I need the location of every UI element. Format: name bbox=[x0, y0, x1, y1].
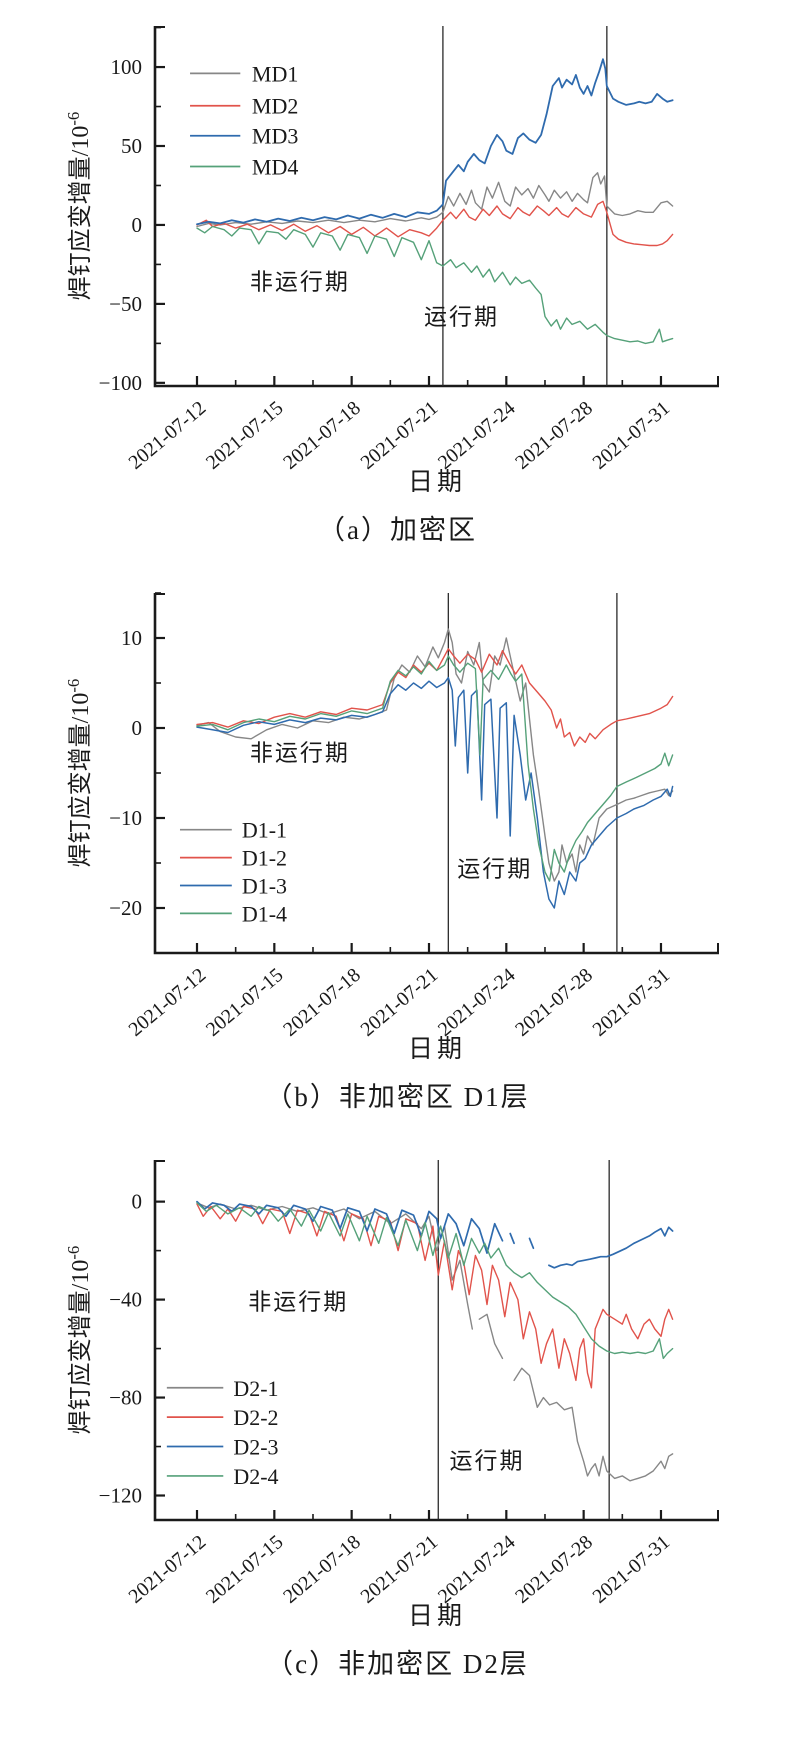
annotation-非运行期: 非运行期 bbox=[250, 740, 350, 765]
x-axis-title: 日期 bbox=[408, 1036, 466, 1063]
annotation-运行期: 运行期 bbox=[424, 304, 499, 329]
x-tick-label: 2021-07-31 bbox=[589, 1531, 675, 1608]
legend-label-MD4: MD4 bbox=[252, 155, 298, 180]
x-tick-label: 2021-07-15 bbox=[202, 964, 288, 1041]
series-MD3 bbox=[196, 58, 674, 226]
axes-spines bbox=[153, 1160, 719, 1522]
series-D2-1 bbox=[513, 1367, 674, 1482]
series-D1-2 bbox=[196, 648, 674, 747]
axes-spines bbox=[153, 593, 719, 955]
y-tick-label: 0 bbox=[132, 716, 143, 740]
y-axis-title: 焊钉应变增量/10-6 bbox=[64, 1246, 94, 1435]
y-tick-label: −100 bbox=[99, 371, 142, 395]
x-tick-label: 2021-07-21 bbox=[357, 1531, 443, 1608]
legend-label-D2-1: D2-1 bbox=[233, 1376, 278, 1401]
x-tick-label: 2021-07-28 bbox=[511, 1531, 597, 1608]
x-tick-label: 2021-07-15 bbox=[202, 1531, 288, 1608]
annotation-运行期: 运行期 bbox=[457, 857, 532, 882]
x-tick-label: 2021-07-24 bbox=[434, 397, 520, 474]
series-D2-3 bbox=[196, 1200, 504, 1254]
legend-label-D1-3: D1-3 bbox=[242, 874, 287, 899]
x-tick-label: 2021-07-15 bbox=[202, 397, 288, 474]
caption-b: （b）非加密区 D1层 bbox=[265, 1082, 530, 1112]
chart-c-svg: 0 −40 −80 −120 2021-07-122021-07-152021-07-1… bbox=[64, 1160, 719, 1630]
y-tick-label: −10 bbox=[109, 806, 142, 830]
x-tick-label: 2021-07-24 bbox=[434, 964, 520, 1041]
y-tick-label: 0 bbox=[132, 1190, 143, 1214]
panel-a: 100 50 0 −50 −100 2021-07-12 2021-07-15 2021-07… bbox=[0, 6, 795, 547]
y-tick-label: 100 bbox=[111, 55, 143, 79]
legend-label-MD1: MD1 bbox=[252, 61, 298, 86]
y-tick-label: 50 bbox=[121, 134, 142, 158]
legend-label-D2-3: D2-3 bbox=[233, 1435, 278, 1460]
series-D2-1 bbox=[478, 1313, 504, 1360]
legend-label-D1-1: D1-1 bbox=[242, 818, 287, 843]
x-tick-label: 2021-07-18 bbox=[279, 397, 365, 474]
axes-spines bbox=[153, 26, 719, 388]
legend-label-D2-4: D2-4 bbox=[233, 1464, 278, 1489]
caption-a: （a）加密区 bbox=[318, 515, 477, 545]
legend-label-D2-2: D2-2 bbox=[233, 1405, 278, 1430]
series-D2-4 bbox=[196, 1202, 674, 1360]
y-tick-label: −120 bbox=[99, 1484, 142, 1508]
x-tick-label: 2021-07-28 bbox=[511, 397, 597, 474]
annotation-运行期: 运行期 bbox=[449, 1449, 524, 1474]
x-tick-label: 2021-07-21 bbox=[357, 964, 443, 1041]
panel-c: 0 −40 −80 −120 2021-07-12 2021-07-15 2021-07-1… bbox=[0, 1140, 795, 1681]
chart-b-svg: 100−10−202021-07-122021-07-152021-07-182… bbox=[64, 592, 719, 1063]
series-D2-3 bbox=[509, 1232, 515, 1245]
x-tick-label: 2021-07-12 bbox=[125, 964, 211, 1041]
annotation-非运行期: 非运行期 bbox=[250, 270, 350, 295]
chart-a-svg: 100500−50−1002021-07-122021-07-152021-07… bbox=[64, 26, 719, 496]
series-D1-3 bbox=[196, 676, 674, 909]
series-D2-3 bbox=[548, 1226, 674, 1269]
y-tick-label: 10 bbox=[121, 626, 142, 650]
series-MD4 bbox=[196, 225, 674, 345]
y-axis-title: 焊钉应变增量/10-6 bbox=[64, 679, 94, 868]
series-D1-1 bbox=[196, 628, 674, 882]
x-tick-label: 2021-07-24 bbox=[434, 1531, 520, 1608]
legend-label-D1-4: D1-4 bbox=[242, 901, 287, 926]
series-D1-4 bbox=[196, 655, 674, 882]
legend-label-D1-2: D1-2 bbox=[242, 846, 287, 871]
y-tick-label: −20 bbox=[109, 896, 142, 920]
y-tick-label: −80 bbox=[109, 1386, 142, 1410]
y-tick-label: 0 bbox=[132, 213, 143, 237]
annotation-非运行期: 非运行期 bbox=[248, 1289, 348, 1314]
legend-label-MD3: MD3 bbox=[252, 124, 298, 149]
x-tick-label: 2021-07-31 bbox=[589, 964, 675, 1041]
panel-b: 10 0 −10 −20 2021-07-12 2021-07-15 2021-07-18 2… bbox=[0, 573, 795, 1114]
x-tick-label: 2021-07-12 bbox=[125, 397, 211, 474]
figure-page: 100 50 0 −50 −100 2021-07-12 2021-07-15 2021-07… bbox=[0, 6, 795, 1681]
caption-c: （c）非加密区 D2层 bbox=[266, 1649, 529, 1679]
x-tick-label: 2021-07-18 bbox=[279, 964, 365, 1041]
x-tick-label: 2021-07-31 bbox=[589, 397, 675, 474]
y-axis-title: 焊钉应变增量/10-6 bbox=[64, 112, 94, 301]
series-D2-2 bbox=[196, 1203, 674, 1389]
x-tick-label: 2021-07-21 bbox=[357, 397, 443, 474]
y-tick-label: −50 bbox=[109, 292, 142, 316]
y-tick-label: −40 bbox=[109, 1288, 142, 1312]
x-axis-title: 日期 bbox=[408, 469, 466, 496]
series-D2-3 bbox=[528, 1237, 535, 1250]
series-MD1 bbox=[196, 172, 674, 228]
x-tick-label: 2021-07-12 bbox=[125, 1531, 211, 1608]
x-tick-label: 2021-07-18 bbox=[279, 1531, 365, 1608]
legend-label-MD2: MD2 bbox=[252, 94, 298, 119]
x-axis-title: 日期 bbox=[408, 1603, 466, 1630]
x-tick-label: 2021-07-28 bbox=[511, 964, 597, 1041]
series-MD2 bbox=[196, 200, 674, 247]
